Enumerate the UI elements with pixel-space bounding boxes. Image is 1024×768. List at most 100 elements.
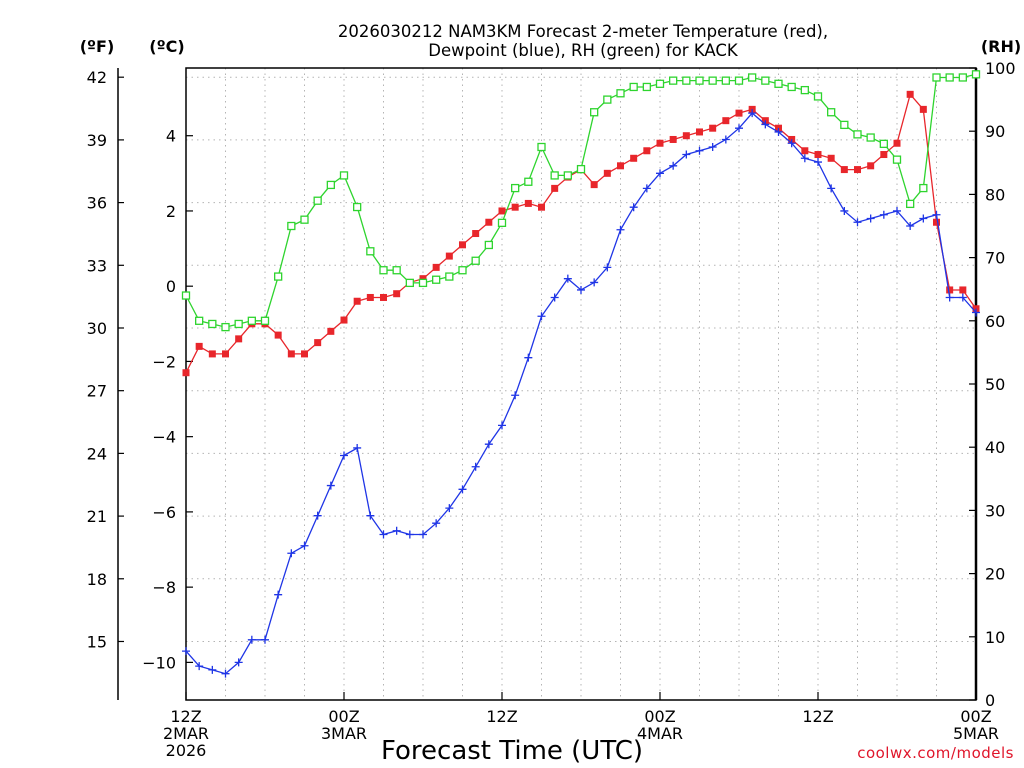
dewpoint-point (735, 124, 743, 133)
dewpoint-point (774, 127, 783, 136)
chart-title-line-1: 2026030212 NAM3KM Forecast 2-meter Tempe… (338, 22, 828, 41)
temperature-point (933, 218, 940, 226)
dewpoint-point (800, 154, 809, 163)
dewpoint-point (945, 293, 954, 302)
celsius-tick-label: −8 (152, 578, 176, 597)
dewpoint-point (379, 530, 388, 539)
rh-point (221, 322, 230, 332)
rh-point (787, 82, 796, 92)
dewpoint-point (879, 210, 888, 219)
rh-point (300, 215, 309, 224)
temperature-point (735, 109, 743, 117)
axes: 15182124273033363942−10−8−6−4−2024010203… (87, 59, 1016, 710)
dewpoint-point (300, 541, 309, 550)
celsius-tick-label: 0 (166, 277, 176, 296)
dewpoint-point (958, 293, 967, 302)
fahrenheit-tick-label: 21 (87, 507, 107, 526)
dewpoint-point (182, 647, 190, 656)
rh-point (682, 76, 691, 85)
rh-tick-label: 0 (985, 691, 995, 710)
x-axis-label: Forecast Time (UTC) (381, 736, 643, 766)
dewpoint-point (419, 530, 427, 539)
temperature-point (801, 147, 809, 155)
celsius-tick-label: 4 (166, 127, 176, 146)
temperature-point (946, 286, 954, 294)
dewpoint-point (340, 451, 348, 460)
rh-point (879, 139, 888, 148)
dewpoint-point (616, 225, 625, 234)
rh-point (366, 247, 375, 256)
temperature-point (906, 90, 914, 98)
dewpoint-point (748, 109, 757, 118)
rh-point (761, 76, 770, 85)
dewpoint-point (326, 481, 335, 490)
temperature-point (893, 139, 901, 147)
dewpoint-point (484, 440, 493, 449)
dewpoint-point (274, 590, 283, 599)
temperature-point (880, 151, 888, 159)
rh-point (840, 120, 849, 130)
x-tick-label: 2026 (166, 741, 207, 760)
rh-point (274, 272, 283, 281)
temperature-point (459, 241, 466, 249)
temperature-point (551, 184, 559, 192)
x-tick-label: 2MAR (163, 724, 209, 743)
dewpoint-point (392, 526, 401, 535)
dewpoint-point (577, 285, 585, 294)
dewpoint-point (695, 146, 704, 155)
dewpoint-point (629, 203, 638, 212)
temperature-point (222, 350, 229, 358)
rh-point (379, 266, 388, 275)
temperature-point (538, 203, 545, 211)
rh-point (497, 218, 507, 227)
rh-point (576, 164, 586, 174)
temperature-point (235, 335, 243, 343)
rh-point (971, 70, 981, 79)
rh-point (208, 319, 217, 329)
rh-point (774, 79, 783, 88)
temperature-point (840, 166, 848, 174)
temperature-point (314, 339, 322, 347)
rh-point (537, 142, 546, 152)
dewpoint-point (827, 184, 836, 193)
rh-point (866, 133, 875, 142)
rh-unit-label: (RH) (981, 37, 1021, 56)
dewpoint-point (866, 214, 875, 223)
rh-point (721, 76, 730, 85)
temperature-point (643, 147, 651, 155)
fahrenheit-tick-label: 30 (87, 319, 107, 338)
temperature-point (590, 181, 598, 189)
temperature-point (419, 275, 427, 283)
fahrenheit-tick-label: 42 (87, 68, 107, 87)
rh-point (313, 196, 322, 205)
fahrenheit-tick-label: 18 (87, 570, 107, 589)
temperature-point (445, 252, 453, 260)
dewpoint-point (221, 669, 230, 678)
temperature-point (432, 263, 440, 271)
dewpoint-point (787, 139, 796, 148)
temperature-point (656, 139, 664, 147)
rh-point (642, 82, 651, 92)
rh-point (853, 130, 862, 139)
dewpoint-point (405, 530, 414, 539)
dewpoint-point (247, 635, 256, 644)
rh-point (590, 108, 599, 117)
dewpoint-point (761, 120, 770, 129)
celsius-tick-label: −4 (152, 428, 176, 447)
temperature-point (208, 350, 216, 358)
rh-point (945, 73, 954, 82)
temperature-point (867, 162, 875, 170)
rh-point (287, 221, 296, 231)
temperature-point (327, 327, 335, 335)
dewpoint-point (458, 485, 467, 494)
x-tick-label: 12Z (486, 707, 517, 726)
fahrenheit-tick-label: 39 (87, 131, 107, 150)
rh-point (247, 316, 256, 325)
dewpoint-point (563, 274, 572, 283)
dewpoint-point (313, 511, 322, 520)
fahrenheit-tick-label: 24 (87, 444, 107, 463)
x-tick-label: 00Z (644, 707, 675, 726)
dewpoint-point (261, 635, 269, 644)
rh-point (458, 266, 467, 275)
rh-tick-label: 50 (985, 375, 1005, 394)
